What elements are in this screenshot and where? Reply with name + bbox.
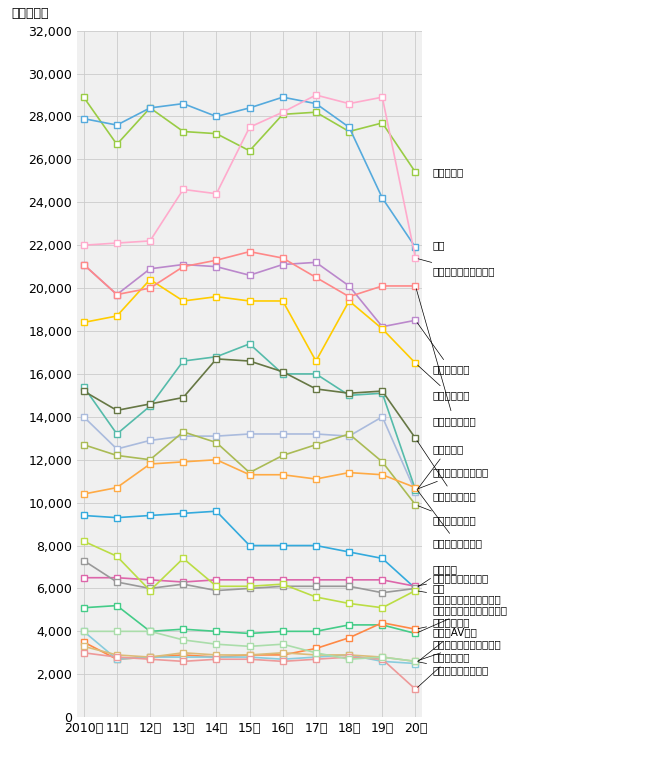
Text: 官公庁・団体: 官公庁・団体: [418, 617, 470, 629]
Text: ファッション・アクセサリ: ファッション・アクセサリ: [418, 605, 507, 632]
Text: （千万円）: （千万円）: [11, 8, 49, 21]
Text: 家庭用品: 家庭用品: [418, 564, 457, 587]
Text: 薬品・医療用品: 薬品・医療用品: [416, 288, 476, 426]
Text: 情報・通信: 情報・通信: [432, 167, 463, 177]
Text: 交通・レジャー: 交通・レジャー: [418, 505, 476, 525]
Text: 外食・各種サービス: 外食・各種サービス: [418, 468, 488, 489]
Text: 教育・医療サービス・宗: 教育・医療サービス・宗: [418, 591, 500, 604]
Text: 出版: 出版: [432, 584, 445, 594]
Text: 食品: 食品: [432, 240, 445, 250]
Text: 不動産・住宅設備: 不動産・住宅設備: [417, 490, 482, 548]
Text: 金融・保険: 金融・保険: [417, 444, 463, 489]
Text: 家電・AV機器: 家電・AV機器: [417, 627, 477, 662]
Text: 案内・その他: 案内・その他: [417, 652, 470, 687]
Text: エネルギー・素材・機械: エネルギー・素材・機械: [418, 639, 500, 660]
Text: 流通・小売業: 流通・小売業: [417, 365, 470, 400]
Text: 自動車・関連品: 自動車・関連品: [417, 440, 476, 501]
Text: 趣味・スポーツ用品: 趣味・スポーツ用品: [418, 573, 488, 586]
Text: 化粧品・トイレタリー: 化粧品・トイレタリー: [418, 258, 494, 276]
Text: 飲料・嗜好品: 飲料・嗜好品: [417, 323, 470, 374]
Text: 精密機器・事務用品: 精密機器・事務用品: [418, 662, 488, 675]
